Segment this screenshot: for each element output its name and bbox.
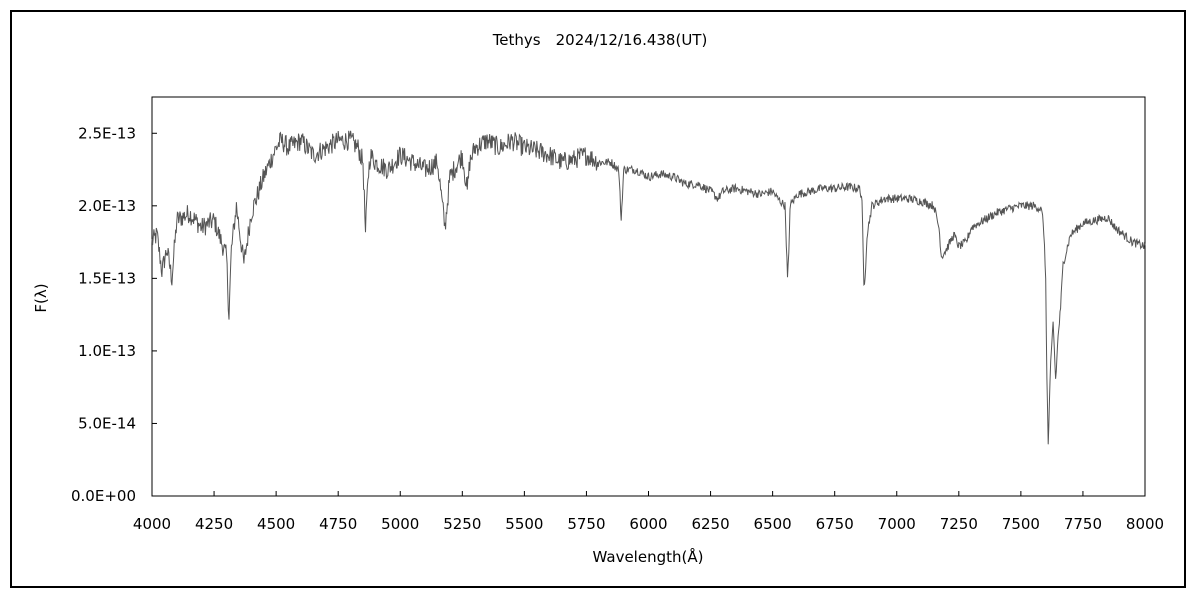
x-tick-label: 6500 bbox=[754, 515, 792, 533]
x-tick-label: 6250 bbox=[691, 515, 729, 533]
plot-area bbox=[151, 96, 1146, 497]
x-tick-label: 6000 bbox=[629, 515, 667, 533]
x-axis-label: Wavelength(Å) bbox=[593, 547, 704, 566]
y-tick-label: 5.0E-14 bbox=[78, 414, 136, 432]
x-tick-label: 4750 bbox=[319, 515, 357, 533]
x-tick-label: 4250 bbox=[195, 515, 233, 533]
y-axis: 0.0E+00 5.0E-14 1.0E-13 1.5E-13 2.0E-13 2.5E-… bbox=[71, 124, 157, 505]
x-tick-label: 8000 bbox=[1126, 515, 1164, 533]
y-tick-label: 1.0E-13 bbox=[78, 342, 136, 360]
x-axis: 4000 4250 4500 4750 5000 5250 5500 5750 6000 6250… bbox=[133, 491, 1164, 533]
x-tick-label: 5750 bbox=[567, 515, 605, 533]
chart-title: Tethys 2024/12/16.438(UT) bbox=[492, 31, 708, 49]
x-tick-label: 5500 bbox=[505, 515, 543, 533]
x-tick-label: 7250 bbox=[940, 515, 978, 533]
y-tick-label: 0.0E+00 bbox=[71, 487, 136, 505]
y-tick-label: 2.0E-13 bbox=[78, 197, 136, 215]
y-tick-label: 1.5E-13 bbox=[78, 269, 136, 287]
x-tick-label: 7000 bbox=[878, 515, 916, 533]
y-axis-label: F(λ) bbox=[32, 283, 50, 312]
x-tick-label: 6750 bbox=[816, 515, 854, 533]
x-tick-label: 5000 bbox=[381, 515, 419, 533]
x-tick-label: 4500 bbox=[257, 515, 295, 533]
spectrum-series-line bbox=[151, 130, 1146, 445]
chart-frame bbox=[10, 10, 1186, 588]
x-tick-label: 5250 bbox=[443, 515, 481, 533]
y-tick-label: 2.5E-13 bbox=[78, 124, 136, 142]
x-tick-label: 4000 bbox=[133, 515, 171, 533]
x-tick-label: 7500 bbox=[1002, 515, 1040, 533]
x-tick-label: 7750 bbox=[1064, 515, 1102, 533]
